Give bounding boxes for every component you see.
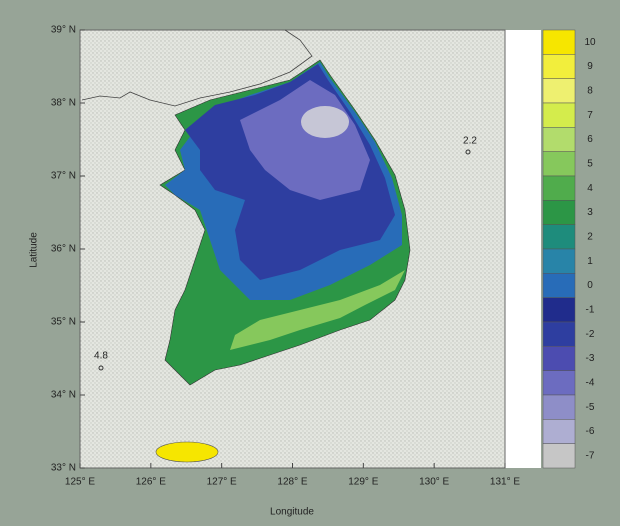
- colorbar-swatch: [542, 346, 576, 371]
- y-tick-label: 36° N: [51, 244, 76, 255]
- x-axis-label: Longitude: [270, 507, 314, 518]
- y-tick-label: 34° N: [51, 390, 76, 401]
- colorbar-swatch: [542, 151, 576, 177]
- colorbar-swatch: [542, 200, 576, 225]
- colorbar-swatch: [542, 370, 576, 396]
- colorbar-swatch: [542, 224, 576, 250]
- x-tick-label: 131° E: [490, 477, 520, 488]
- colorbar-label: -5: [586, 402, 595, 413]
- colorbar-label: 6: [587, 134, 593, 145]
- zone-coldest: [301, 106, 349, 138]
- colorbar-swatch: [542, 127, 576, 152]
- colorbar-swatch: [542, 394, 576, 420]
- zone-warm: [230, 270, 405, 350]
- x-tick-label: 126° E: [136, 477, 166, 488]
- colorbar-swatch: [542, 175, 576, 201]
- x-tick-label: 128° E: [277, 477, 307, 488]
- colorbar-swatch: [542, 273, 576, 298]
- colorbar-label: 0: [587, 280, 593, 291]
- colorbar-label: 4: [587, 183, 593, 194]
- colorbar-swatch: [542, 54, 576, 79]
- station-marker: [465, 149, 471, 155]
- jeju-island: [155, 441, 219, 463]
- colorbar-label: 8: [587, 85, 593, 96]
- annotation: 4.8: [94, 351, 108, 362]
- colorbar-swatch: [542, 248, 576, 274]
- colorbar-label: -1: [586, 304, 595, 315]
- colorbar-label: 2: [587, 231, 593, 242]
- colorbar-label: -6: [586, 426, 595, 437]
- colorbar-label: -2: [586, 329, 595, 340]
- colorbar-label: 9: [587, 61, 593, 72]
- y-tick-label: 37° N: [51, 171, 76, 182]
- colorbar-swatch: [542, 419, 576, 444]
- colorbar-label: 7: [587, 110, 593, 121]
- y-axis-label: Latitude: [29, 232, 40, 268]
- colorbar-gap: [505, 30, 541, 468]
- y-tick-label: 39° N: [51, 25, 76, 36]
- y-tick-label: 38° N: [51, 98, 76, 109]
- x-tick-label: 129° E: [348, 477, 378, 488]
- colorbar-label: 1: [587, 256, 593, 267]
- x-tick-label: 125° E: [65, 477, 95, 488]
- x-tick-label: 127° E: [207, 477, 237, 488]
- colorbar-swatch: [542, 297, 576, 323]
- colorbar-label: -3: [586, 353, 595, 364]
- y-tick-label: 35° N: [51, 317, 76, 328]
- colorbar-swatch: [542, 443, 576, 469]
- x-tick-label: 130° E: [419, 477, 449, 488]
- border-line: [81, 29, 313, 107]
- colorbar-swatch: [542, 29, 576, 55]
- colorbar-label: 5: [587, 158, 593, 169]
- colorbar-label: 3: [587, 207, 593, 218]
- colorbar-label: 10: [584, 37, 596, 48]
- y-tick-label: 33° N: [51, 463, 76, 474]
- land: [81, 29, 471, 463]
- colorbar-label: -7: [586, 450, 595, 461]
- colorbar-swatch: [542, 102, 576, 128]
- annotation: 2.2: [463, 136, 477, 147]
- colorbar-swatch: [542, 78, 576, 104]
- colorbar-swatch: [542, 321, 576, 347]
- station-marker: [98, 365, 104, 371]
- colorbar-label: -4: [586, 377, 595, 388]
